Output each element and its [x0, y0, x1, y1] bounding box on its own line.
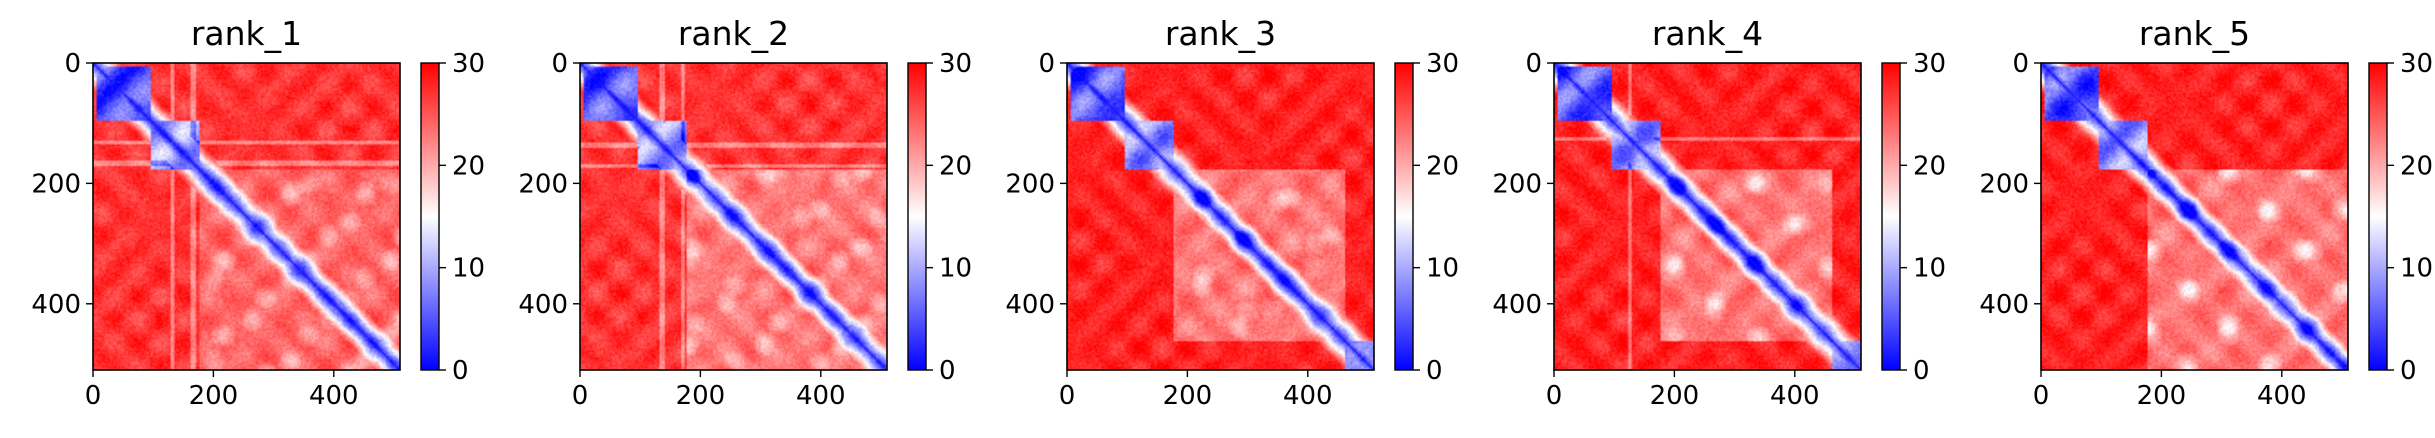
- y-tick-label: 400: [518, 290, 568, 320]
- colorbar-tick-label: 20: [452, 151, 485, 181]
- colorbar-tick-label: 10: [2400, 254, 2433, 284]
- colorbar-tick-label: 30: [2400, 49, 2433, 79]
- x-tick-label: 400: [1770, 381, 1820, 411]
- heatmap-image: [1554, 63, 1861, 370]
- x-tick-label: 0: [2033, 381, 2050, 411]
- chart-panel-3: rank_3 0 200 400 0 200 400 0 10 20 30: [974, 0, 1461, 438]
- heatmap-image: [2041, 63, 2348, 370]
- colorbar: [1881, 62, 1901, 371]
- heatmap-frame: [579, 62, 888, 371]
- heatmap-image: [580, 63, 887, 370]
- colorbar-tick-label: 0: [452, 356, 469, 386]
- y-tick-label: 0: [2012, 49, 2029, 79]
- colorbar-tick-label: 30: [1913, 49, 1946, 79]
- x-tick-label: 0: [572, 381, 589, 411]
- chart-panel-5: rank_5 0 200 400 0 200 400 0 10 20 30: [1948, 0, 2435, 438]
- colorbar-tick-label: 0: [2400, 356, 2417, 386]
- y-tick-label: 0: [1525, 49, 1542, 79]
- colorbar-tick-label: 30: [939, 49, 972, 79]
- chart-title: rank_2: [678, 14, 789, 53]
- colorbar-tick-label: 20: [1913, 151, 1946, 181]
- y-tick-label: 0: [1038, 49, 1055, 79]
- x-tick-label: 200: [2137, 381, 2187, 411]
- y-tick-label: 200: [31, 169, 81, 199]
- chart-panel-4: rank_4 0 200 400 0 200 400 0 10 20 30: [1461, 0, 1948, 438]
- chart-svg-2: rank_2 0 200 400 0 200 400 0 10 20 30: [518, 14, 972, 411]
- colorbar-tick-label: 10: [452, 254, 485, 284]
- x-tick-label: 200: [676, 381, 726, 411]
- chart-title: rank_1: [191, 14, 302, 53]
- x-tick-label: 400: [309, 381, 359, 411]
- colorbar-tick-label: 10: [1913, 254, 1946, 284]
- colorbar-tick-label: 0: [939, 356, 956, 386]
- y-tick-label: 200: [1979, 169, 2029, 199]
- chart-svg-1: rank_1 0 200 400 0 200 400 0 10 20 30: [31, 14, 485, 411]
- x-tick-label: 200: [189, 381, 239, 411]
- colorbar: [2368, 62, 2388, 371]
- chart-svg-5: rank_5 0 200 400 0 200 400 0 10 20 30: [1979, 14, 2433, 411]
- colorbar-tick-label: 30: [1426, 49, 1459, 79]
- colorbar-tick-label: 0: [1913, 356, 1930, 386]
- colorbar-tick-label: 0: [1426, 356, 1443, 386]
- y-tick-label: 400: [1492, 290, 1542, 320]
- y-tick-label: 200: [1005, 169, 1055, 199]
- y-tick-label: 0: [64, 49, 81, 79]
- chart-svg-3: rank_3 0 200 400 0 200 400 0 10 20 30: [1005, 14, 1459, 411]
- y-tick-label: 400: [31, 290, 81, 320]
- heatmap-image: [1067, 63, 1374, 370]
- y-tick-label: 200: [518, 169, 568, 199]
- chart-title: rank_3: [1165, 14, 1276, 53]
- heatmap-frame: [1066, 62, 1375, 371]
- x-tick-label: 0: [1059, 381, 1076, 411]
- x-tick-label: 400: [796, 381, 846, 411]
- x-tick-label: 200: [1163, 381, 1213, 411]
- y-tick-label: 0: [551, 49, 568, 79]
- heatmap-frame: [2040, 62, 2349, 371]
- y-tick-label: 400: [1005, 290, 1055, 320]
- colorbar-tick-label: 10: [939, 254, 972, 284]
- x-tick-label: 400: [1283, 381, 1333, 411]
- colorbar: [1394, 62, 1414, 371]
- heatmap-frame: [1553, 62, 1862, 371]
- colorbar-tick-label: 20: [939, 151, 972, 181]
- colorbar: [420, 62, 440, 371]
- colorbar-tick-label: 20: [2400, 151, 2433, 181]
- colorbar-tick-label: 10: [1426, 254, 1459, 284]
- colorbar: [907, 62, 927, 371]
- chart-title: rank_5: [2139, 14, 2250, 53]
- chart-title: rank_4: [1652, 14, 1763, 53]
- heatmap-frame: [92, 62, 401, 371]
- x-tick-label: 400: [2257, 381, 2307, 411]
- x-tick-label: 200: [1650, 381, 1700, 411]
- chart-panel-1: rank_1 0 200 400 0 200 400 0 10 20 30: [0, 0, 487, 438]
- heatmap-image: [93, 63, 400, 370]
- colorbar-tick-label: 20: [1426, 151, 1459, 181]
- chart-svg-4: rank_4 0 200 400 0 200 400 0 10 20 30: [1492, 14, 1946, 411]
- y-tick-label: 400: [1979, 290, 2029, 320]
- chart-panel-2: rank_2 0 200 400 0 200 400 0 10 20 30: [487, 0, 974, 438]
- x-tick-label: 0: [85, 381, 102, 411]
- colorbar-tick-label: 30: [452, 49, 485, 79]
- x-tick-label: 0: [1546, 381, 1563, 411]
- y-tick-label: 200: [1492, 169, 1542, 199]
